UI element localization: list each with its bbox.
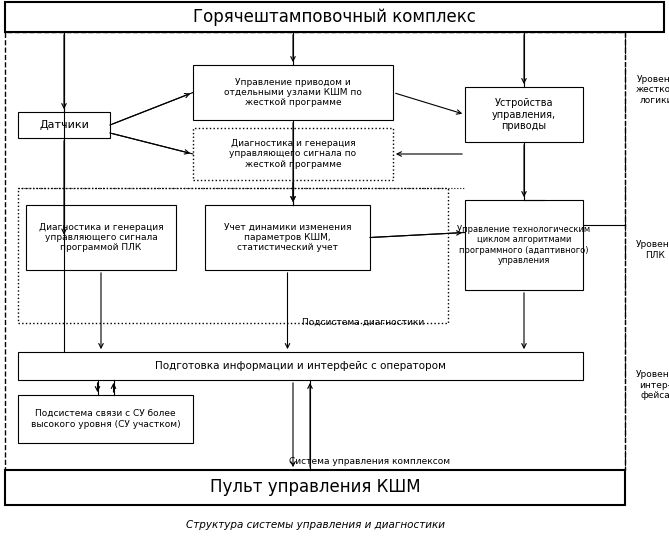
Bar <box>193 65 393 120</box>
Text: Диагностика и генерация
управляющего сигнала по
жесткой программе: Диагностика и генерация управляющего сиг… <box>229 139 357 169</box>
Text: Уровень
жесткой
логики: Уровень жесткой логики <box>636 75 669 105</box>
Text: Подготовка информации и интерфейс с оператором: Подготовка информации и интерфейс с опер… <box>155 361 446 371</box>
Text: Управление технологическим
циклом алгоритмами
программного (адаптивного)
управле: Управление технологическим циклом алгори… <box>458 225 591 265</box>
Bar <box>5 32 625 470</box>
Text: Система управления комплексом: Система управления комплексом <box>289 458 450 466</box>
Bar <box>5 2 664 32</box>
Text: Устройства
управления,
приводы: Устройства управления, приводы <box>492 98 556 131</box>
Text: Структура системы управления и диагностики: Структура системы управления и диагности… <box>185 520 444 530</box>
Bar <box>193 128 393 180</box>
Bar <box>205 205 370 270</box>
Text: Горячештамповочный комплекс: Горячештамповочный комплекс <box>193 8 476 26</box>
Bar <box>5 470 625 505</box>
Bar <box>18 188 448 323</box>
Bar <box>18 395 193 443</box>
Text: Управление приводом и
отдельными узлами КШМ по
жесткой программе: Управление приводом и отдельными узлами … <box>224 78 362 108</box>
Text: Подсистема диагностики: Подсистема диагностики <box>302 318 424 327</box>
Bar <box>465 87 583 142</box>
Text: Датчики: Датчики <box>39 120 89 130</box>
Bar <box>465 200 583 290</box>
Bar <box>18 352 583 380</box>
Text: Диагностика и генерация
управляющего сигнала
программой ПЛК: Диагностика и генерация управляющего сиг… <box>39 222 163 252</box>
Text: Учет динамики изменения
параметров КШМ,
статистический учет: Учет динамики изменения параметров КШМ, … <box>223 222 351 252</box>
Text: Уровень
интер-
фейса: Уровень интер- фейса <box>636 370 669 400</box>
Bar <box>26 205 176 270</box>
Text: Подсистема связи с СУ более
высокого уровня (СУ участком): Подсистема связи с СУ более высокого уро… <box>31 409 181 429</box>
Text: Уровень
ПЛК: Уровень ПЛК <box>636 240 669 259</box>
Text: Пульт управления КШМ: Пульт управления КШМ <box>209 478 420 496</box>
Bar <box>18 112 110 138</box>
